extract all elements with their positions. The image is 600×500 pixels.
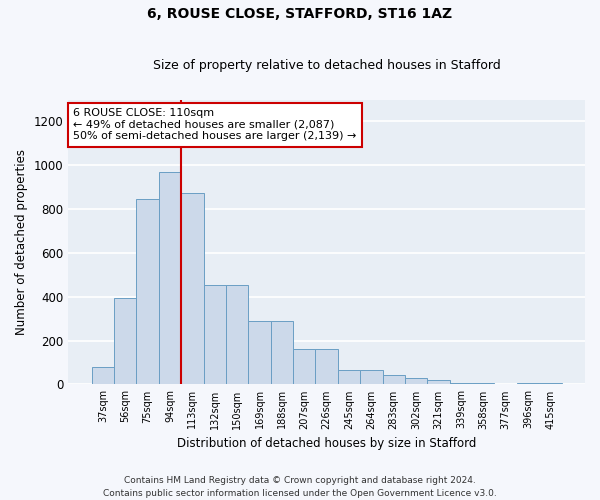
Bar — [293, 350, 316, 384]
Bar — [159, 172, 181, 384]
Bar — [248, 321, 271, 384]
Bar — [383, 374, 405, 384]
Bar — [360, 370, 383, 384]
Bar — [203, 284, 226, 384]
Bar — [114, 298, 136, 384]
Bar — [338, 370, 360, 384]
Y-axis label: Number of detached properties: Number of detached properties — [15, 149, 28, 335]
Bar — [427, 380, 449, 384]
Bar — [226, 284, 248, 384]
Text: 6, ROUSE CLOSE, STAFFORD, ST16 1AZ: 6, ROUSE CLOSE, STAFFORD, ST16 1AZ — [148, 8, 452, 22]
Bar — [92, 367, 114, 384]
X-axis label: Distribution of detached houses by size in Stafford: Distribution of detached houses by size … — [177, 437, 476, 450]
Title: Size of property relative to detached houses in Stafford: Size of property relative to detached ho… — [153, 59, 500, 72]
Text: Contains HM Land Registry data © Crown copyright and database right 2024.
Contai: Contains HM Land Registry data © Crown c… — [103, 476, 497, 498]
Bar — [316, 350, 338, 384]
Bar — [405, 378, 427, 384]
Bar — [271, 321, 293, 384]
Text: 6 ROUSE CLOSE: 110sqm
← 49% of detached houses are smaller (2,087)
50% of semi-d: 6 ROUSE CLOSE: 110sqm ← 49% of detached … — [73, 108, 357, 142]
Bar — [181, 192, 203, 384]
Bar — [136, 200, 159, 384]
